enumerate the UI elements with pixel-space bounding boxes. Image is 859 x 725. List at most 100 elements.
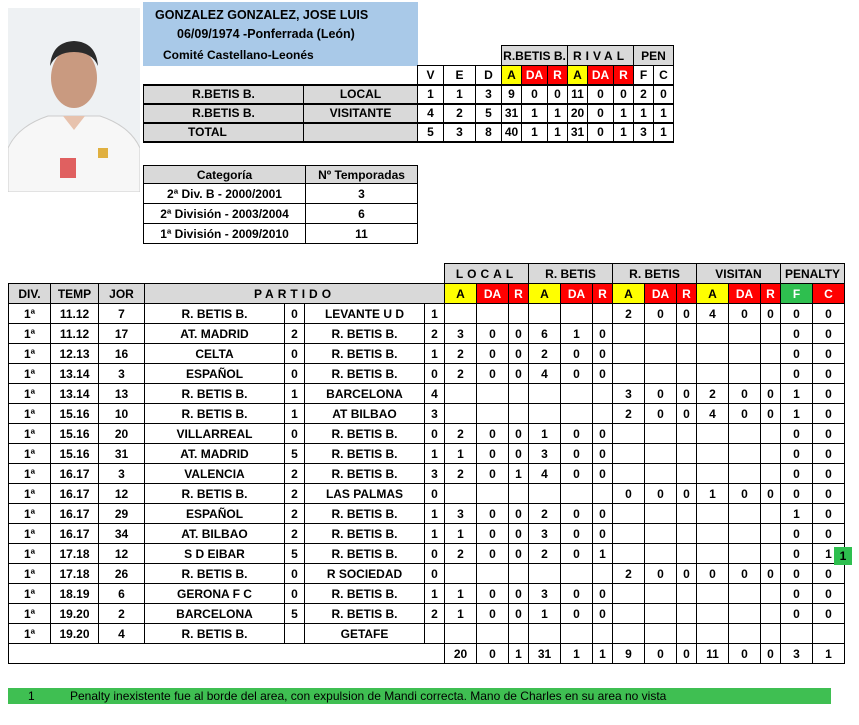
match-row: 1ª 15.16 20 VILLARREAL 0 R. BETIS B. 0 2 0 0 1 0 0 0 0 [8,423,845,444]
match-away-goals: 1 [424,343,445,364]
match-stat-cell [696,423,729,444]
match-stat-cell: 0 [476,543,509,564]
match-round: 31 [98,443,145,464]
total-cell: 20 [444,643,477,664]
total-cell: 31 [528,643,561,664]
sub-header: R [508,283,529,304]
match-stat-cell: 0 [760,563,781,584]
match-stat-cell: 0 [760,303,781,324]
match-div: 1ª [8,543,51,564]
match-stat-cell: 2 [444,343,477,364]
referee-photo [8,8,140,192]
match-stat-cell [592,383,613,404]
total-cell: 0 [676,643,697,664]
match-stat-cell [612,583,645,604]
summary-cell: 1 [633,102,654,124]
match-stat-cell [508,303,529,324]
category-row: 2ª Div. B - 2000/2001 3 [143,183,418,204]
match-stat-cell [508,383,529,404]
penalty-note-bar: 1 Penalty inexistente fue al borde del a… [8,688,831,704]
summary-cell: 1 [521,102,548,124]
group-header-betis-visit: R. BETIS [612,263,697,284]
match-stat-cell [760,343,781,364]
match-stat-cell [592,563,613,584]
header-temp: TEMP [50,283,99,304]
match-stat-cell: 0 [508,343,529,364]
match-stat-cell: 3 [528,443,561,464]
match-stat-cell: 0 [560,363,593,384]
match-stat-cell [612,323,645,344]
match-stat-cell [676,543,697,564]
match-stat-cell [644,523,677,544]
match-stat-cell: 0 [812,423,845,444]
match-home-team: ESPAÑOL [144,503,285,524]
match-stat-cell [696,623,729,644]
match-stat-cell [560,303,593,324]
summary-col-header: R [613,65,634,85]
match-round: 29 [98,503,145,524]
match-away-goals [424,623,445,644]
match-stat-cell [760,363,781,384]
match-stat-cell [728,523,761,544]
summary-team: R.BETIS B. [143,83,304,105]
match-stat-cell: 0 [644,403,677,424]
match-stat-cell: 0 [476,583,509,604]
match-stat-cell: 0 [560,503,593,524]
summary-cell: 1 [613,121,634,143]
match-round: 6 [98,583,145,604]
match-stat-cell [676,623,697,644]
summary-cell: 40 [501,121,522,143]
match-stat-cell: 0 [780,423,813,444]
match-stat-cell [612,463,645,484]
match-stat-cell: 0 [780,303,813,324]
match-stat-cell: 0 [780,603,813,624]
match-away-team: LEVANTE U D [304,303,425,324]
summary-cell: 11 [567,83,588,105]
match-stat-cell [728,443,761,464]
match-stat-cell [676,503,697,524]
match-stat-cell [760,503,781,524]
match-stat-cell: 2 [528,503,561,524]
match-season: 16.17 [50,503,99,524]
match-stat-cell: 0 [812,583,845,604]
match-stat-cell [728,543,761,564]
match-stat-cell: 2 [444,463,477,484]
match-stat-cell: 0 [560,523,593,544]
match-stat-cell: 0 [508,423,529,444]
match-stat-cell [644,443,677,464]
summary-cell: 3 [475,83,502,105]
summary-col-header: DA [521,65,548,85]
summary-cell: 4 [417,102,444,124]
match-season: 15.16 [50,443,99,464]
match-stat-cell: 0 [476,523,509,544]
match-stat-cell [696,323,729,344]
group-header-local: LOCAL [444,263,529,284]
match-away-goals: 1 [424,303,445,324]
match-stat-cell: 0 [508,323,529,344]
penalty-note-text: Penalty inexistente fue al borde del are… [70,689,667,703]
sub-header: R [760,283,781,304]
match-stat-cell [476,303,509,324]
match-away-team: R. BETIS B. [304,363,425,384]
match-away-team: R. BETIS B. [304,423,425,444]
match-stat-cell [592,303,613,324]
match-away-team: LAS PALMAS [304,483,425,504]
match-div: 1ª [8,383,51,404]
match-stat-cell: 0 [728,383,761,404]
match-home-goals: 0 [284,423,305,444]
match-home-team: AT. MADRID [144,323,285,344]
match-home-team: R. BETIS B. [144,403,285,424]
match-stat-cell: 0 [508,603,529,624]
match-home-team: ESPAÑOL [144,363,285,384]
match-stat-cell: 0 [780,483,813,504]
match-stat-cell: 0 [780,563,813,584]
match-stat-cell: 0 [676,303,697,324]
summary-col-header: A [567,65,588,85]
match-row: 1ª 17.18 12 S D EIBAR 5 R. BETIS B. 0 2 0 0 2 0 1 0 1 [8,543,845,564]
match-stat-cell [444,623,477,644]
match-stat-cell: 0 [560,603,593,624]
match-div: 1ª [8,423,51,444]
group-header-betis-local: R. BETIS [528,263,613,284]
match-stat-cell [644,603,677,624]
match-stat-cell [760,423,781,444]
